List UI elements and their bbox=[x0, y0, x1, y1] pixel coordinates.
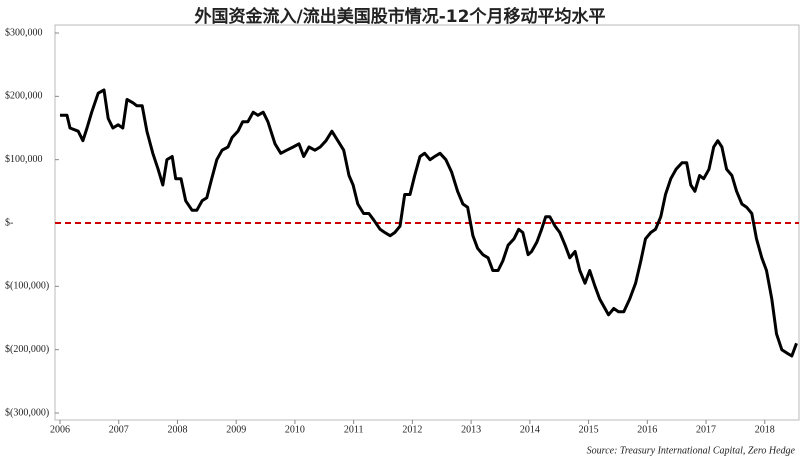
x-tick-label: 2010 bbox=[285, 424, 305, 435]
y-tick-label: $200,000 bbox=[5, 91, 43, 102]
x-tick-label: 2015 bbox=[579, 424, 599, 435]
source: Source: Treasury International Capital, … bbox=[587, 445, 796, 456]
x-tick-label: 2014 bbox=[520, 424, 540, 435]
x-tick-label: 2009 bbox=[226, 424, 246, 435]
x-tick-label: 2006 bbox=[50, 424, 70, 435]
x-tick-label: 2018 bbox=[755, 424, 775, 435]
y-tick-label: $100,000 bbox=[5, 154, 43, 165]
y-tick-label: $(100,000) bbox=[5, 281, 49, 292]
y-tick-label: $300,000 bbox=[5, 27, 43, 38]
y-tick-label: $- bbox=[5, 217, 13, 228]
x-tick-label: 2016 bbox=[637, 424, 657, 435]
x-tick-label: 2013 bbox=[461, 424, 481, 435]
x-tick-label: 2017 bbox=[696, 424, 716, 435]
y-tick-label: $(200,000) bbox=[5, 344, 49, 355]
y-tick-label: $(300,000) bbox=[5, 407, 49, 418]
x-tick-label: 2011 bbox=[344, 424, 364, 435]
x-tick-label: 2007 bbox=[109, 424, 129, 435]
line bbox=[60, 88, 798, 358]
x-tick-label: 2012 bbox=[402, 424, 422, 435]
chart-title: 外国资金流入/流出美国股市情况-12个月移动平均水平 bbox=[195, 6, 606, 27]
x-tick-label: 2008 bbox=[167, 424, 187, 435]
